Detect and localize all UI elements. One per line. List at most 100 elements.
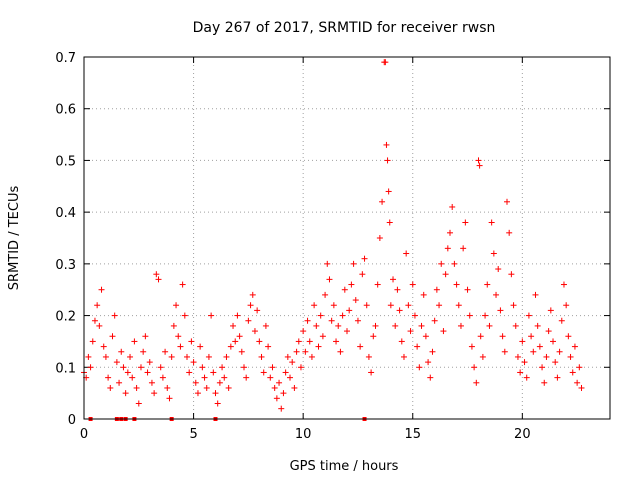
data-point — [304, 317, 311, 324]
data-point — [297, 364, 304, 371]
data-point — [387, 302, 394, 309]
data-point — [431, 317, 438, 324]
data-point — [203, 384, 210, 391]
data-point — [519, 338, 526, 345]
data-point — [282, 369, 289, 376]
data-point — [201, 374, 208, 381]
plot-frame — [83, 56, 611, 420]
data-point — [385, 188, 392, 195]
data-point — [390, 276, 397, 283]
data-point — [308, 353, 315, 360]
x-tick-label: 0 — [80, 427, 88, 442]
data-point — [148, 379, 155, 386]
data-point — [543, 353, 550, 360]
data-point — [346, 307, 353, 314]
data-point — [501, 348, 508, 355]
data-point — [293, 348, 300, 355]
data-point — [453, 281, 460, 288]
y-tick-label: 0.7 — [55, 51, 76, 66]
x-tick-label: 10 — [295, 427, 312, 442]
data-point — [514, 353, 521, 360]
data-point — [262, 322, 269, 329]
data-point — [477, 333, 484, 340]
tick-layer: 0 0.1 0.2 0.3 0.4 0.5 0.6 0.7 0 5 10 15 20 — [55, 51, 610, 442]
data-point — [122, 390, 129, 397]
data-point — [118, 348, 125, 355]
data-point — [344, 328, 350, 335]
data-point — [87, 364, 94, 371]
data-point — [530, 348, 537, 355]
data-point — [317, 312, 324, 319]
data-point — [429, 348, 436, 355]
data-point — [216, 379, 223, 386]
data-point — [208, 312, 215, 319]
data-point — [265, 343, 272, 350]
data-point — [550, 338, 557, 345]
data-point — [168, 353, 175, 360]
data-point — [403, 250, 410, 257]
data-point — [376, 235, 383, 241]
data-point — [273, 395, 280, 402]
data-point — [230, 322, 237, 329]
data-point — [111, 312, 118, 319]
data-point — [155, 276, 162, 283]
data-point — [219, 364, 226, 371]
data-point — [166, 395, 173, 402]
data-point — [365, 353, 372, 360]
data-point — [330, 302, 337, 309]
data-point — [455, 302, 462, 309]
data-point — [473, 379, 480, 386]
data-point — [476, 162, 483, 169]
data-point — [560, 281, 567, 288]
data-point — [462, 219, 469, 226]
chart-title: Day 267 of 2017, SRMTID for receiver rws… — [193, 20, 496, 36]
data-point — [271, 384, 278, 391]
data-point — [558, 317, 565, 324]
data-point — [131, 338, 138, 345]
data-point — [96, 322, 103, 329]
data-point — [313, 322, 320, 329]
data-point — [258, 353, 265, 360]
data-point — [468, 343, 475, 350]
data-point — [269, 364, 276, 371]
data-point — [238, 348, 245, 355]
data-point — [144, 369, 151, 376]
data-point — [177, 343, 184, 350]
data-point — [91, 317, 98, 324]
data-point — [471, 364, 478, 371]
data-point — [116, 379, 123, 386]
data-point — [223, 353, 230, 360]
data-point — [291, 384, 298, 391]
data-point — [251, 328, 258, 335]
data-point — [352, 297, 359, 304]
data-point — [363, 302, 370, 309]
y-tick-label: 0.6 — [55, 103, 76, 118]
data-point — [113, 359, 120, 366]
data-point — [493, 291, 500, 298]
data-point — [392, 322, 399, 329]
data-point — [328, 317, 335, 324]
data-point — [447, 229, 454, 236]
data-point — [488, 219, 495, 226]
data-point — [348, 281, 355, 288]
data-point — [370, 333, 377, 340]
data-point — [442, 271, 449, 278]
data-point — [205, 353, 212, 360]
data-point — [120, 364, 127, 371]
data-point — [490, 250, 497, 257]
data-point — [186, 369, 193, 376]
data-point — [497, 307, 504, 314]
data-point — [335, 322, 342, 329]
data-point — [571, 343, 578, 350]
data-point — [249, 291, 256, 298]
data-point — [192, 379, 199, 386]
data-point — [194, 390, 201, 397]
data-point — [85, 353, 92, 360]
data-point — [284, 353, 291, 360]
y-tick-label: 0.2 — [55, 310, 76, 325]
data-point — [173, 302, 180, 309]
data-point — [438, 260, 445, 267]
data-point — [361, 255, 368, 262]
data-point — [256, 338, 263, 345]
data-point — [227, 343, 234, 350]
